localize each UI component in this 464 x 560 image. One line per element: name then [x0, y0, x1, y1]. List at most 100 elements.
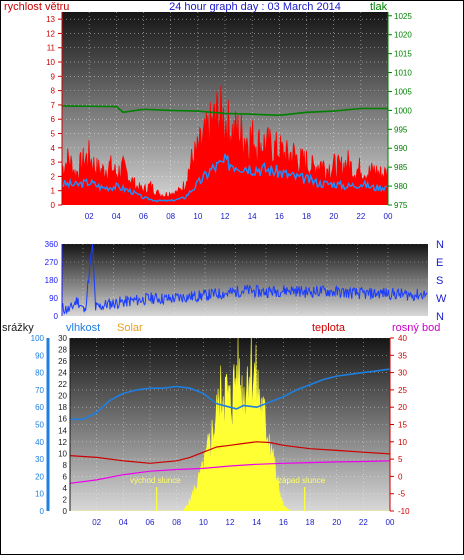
solar-series — [70, 338, 390, 511]
rain-tick-label: 2 — [63, 495, 68, 504]
sunset-label: západ slunce — [278, 476, 326, 485]
multi-x-tick-label: 16 — [279, 518, 288, 527]
wind-x-tick-label: 08 — [166, 212, 175, 221]
rain-tick-label: 10 — [58, 449, 67, 458]
humidity-series — [70, 368, 390, 421]
pressure-tick-label: 1010 — [394, 69, 412, 78]
wind-tick-label: 3 — [51, 158, 56, 167]
compass-label: N — [436, 311, 444, 323]
temp-tick-label: 30 — [398, 369, 407, 378]
pressure-tick-label: 990 — [394, 144, 408, 153]
pressure-tick-label: 1015 — [394, 50, 412, 59]
multi-x-tick-label: 00 — [386, 518, 395, 527]
multi-x-tick-label: 14 — [252, 518, 261, 527]
direction-tick-label: 360 — [45, 240, 59, 249]
humidity-tick-label: 60 — [35, 403, 44, 412]
temperature-series — [70, 441, 390, 464]
multi-x-tick-label: 12 — [226, 518, 235, 527]
multi-x-tick-label: 10 — [199, 518, 208, 527]
wind-x-tick-label: 06 — [139, 212, 148, 221]
rain-tick-label: 28 — [58, 346, 67, 355]
wind-x-tick-label: 00 — [384, 212, 393, 221]
rain-tick-label: 30 — [58, 334, 67, 343]
multi-x-tick-label: 18 — [306, 518, 315, 527]
rain-tick-label: 26 — [58, 357, 67, 366]
temp-tick-label: 40 — [398, 334, 407, 343]
wind-x-tick-label: 12 — [221, 212, 230, 221]
rain-label: srážky — [2, 322, 34, 334]
temp-tick-label: 0 — [398, 472, 403, 481]
compass-label: E — [436, 257, 443, 269]
multi-x-tick-label: 02 — [92, 518, 101, 527]
pressure-tick-label: 975 — [394, 201, 408, 210]
rain-tick-label: 12 — [58, 438, 67, 447]
wind-tick-label: 8 — [51, 87, 56, 96]
wind-tick-label: 11 — [47, 44, 56, 53]
humidity-tick-label: 10 — [35, 490, 44, 499]
multi-x-tick-label: 08 — [172, 518, 181, 527]
pressure-series — [62, 105, 388, 117]
rain-tick-label: 8 — [63, 461, 68, 470]
temp-tick-label: 25 — [398, 386, 407, 395]
dewpoint-label: rosný bod — [392, 322, 440, 334]
wind-x-tick-label: 10 — [193, 212, 202, 221]
rain-tick-label: 16 — [58, 415, 67, 424]
wind-x-tick-label: 14 — [248, 212, 257, 221]
humidity-tick-label: 80 — [35, 369, 44, 378]
direction-panel-grid — [52, 243, 428, 317]
multi-x-tick-label: 22 — [359, 518, 368, 527]
compass-label: N — [436, 239, 444, 251]
wind-x-tick-label: 04 — [112, 212, 121, 221]
humidity-tick-label: 100 — [31, 334, 45, 343]
temp-tick-label: -5 — [398, 490, 406, 499]
solar-label: Solar — [117, 322, 143, 334]
direction-series — [62, 244, 428, 315]
pressure-tick-label: 1025 — [394, 12, 412, 21]
wind-average-series — [62, 153, 387, 203]
rain-tick-label: 24 — [58, 369, 67, 378]
temp-tick-label: 15 — [398, 421, 407, 430]
humidity-tick-label: 70 — [35, 386, 44, 395]
multi-x-tick-label: 20 — [332, 518, 341, 527]
humidity-tick-label: 40 — [35, 438, 44, 447]
rain-tick-label: 14 — [58, 426, 67, 435]
direction-tick-label: 90 — [49, 294, 58, 303]
multi-x-tick-label: 06 — [146, 518, 155, 527]
wind-tick-label: 12 — [46, 29, 55, 38]
wind-tick-label: 5 — [51, 130, 56, 139]
direction-tick-label: 270 — [45, 258, 59, 267]
rain-tick-label: 22 — [58, 380, 67, 389]
multi-x-tick-label: 04 — [119, 518, 128, 527]
wind-tick-label: 1 — [51, 187, 56, 196]
pressure-tick-label: 995 — [394, 125, 408, 134]
pressure-tick-label: 985 — [394, 163, 408, 172]
wind-x-tick-label: 18 — [302, 212, 311, 221]
temperature-label: teplota — [312, 322, 346, 334]
wind-x-tick-label: 22 — [356, 212, 365, 221]
temp-tick-label: 20 — [398, 403, 407, 412]
rain-tick-label: 18 — [58, 403, 67, 412]
temp-tick-label: 10 — [398, 438, 407, 447]
compass-label: W — [436, 293, 447, 305]
pressure-tick-label: 1005 — [394, 87, 412, 96]
humidity-tick-label: 30 — [35, 455, 44, 464]
pressure-tick-label: 980 — [394, 182, 408, 191]
rain-tick-label: 0 — [63, 507, 68, 516]
humidity-tick-label: 0 — [40, 507, 45, 516]
compass-label: S — [436, 275, 443, 287]
direction-tick-label: 0 — [54, 312, 59, 321]
wind-x-tick-label: 20 — [329, 212, 338, 221]
wind-speed-label: rychlost větru — [4, 1, 69, 13]
rain-tick-label: 6 — [63, 472, 68, 481]
temp-tick-label: -10 — [398, 507, 410, 516]
temp-tick-label: 35 — [398, 351, 407, 360]
direction-tick-label: 180 — [45, 276, 59, 285]
chart-title: 24 hour graph day : 03 March 2014 — [169, 1, 341, 13]
sunrise-label: východ slunce — [130, 476, 181, 485]
rain-tick-label: 4 — [63, 484, 68, 493]
wind-tick-label: 7 — [51, 101, 56, 110]
wind-tick-label: 10 — [46, 58, 55, 67]
wind-x-tick-label: 16 — [275, 212, 284, 221]
wind-tick-label: 2 — [51, 172, 56, 181]
